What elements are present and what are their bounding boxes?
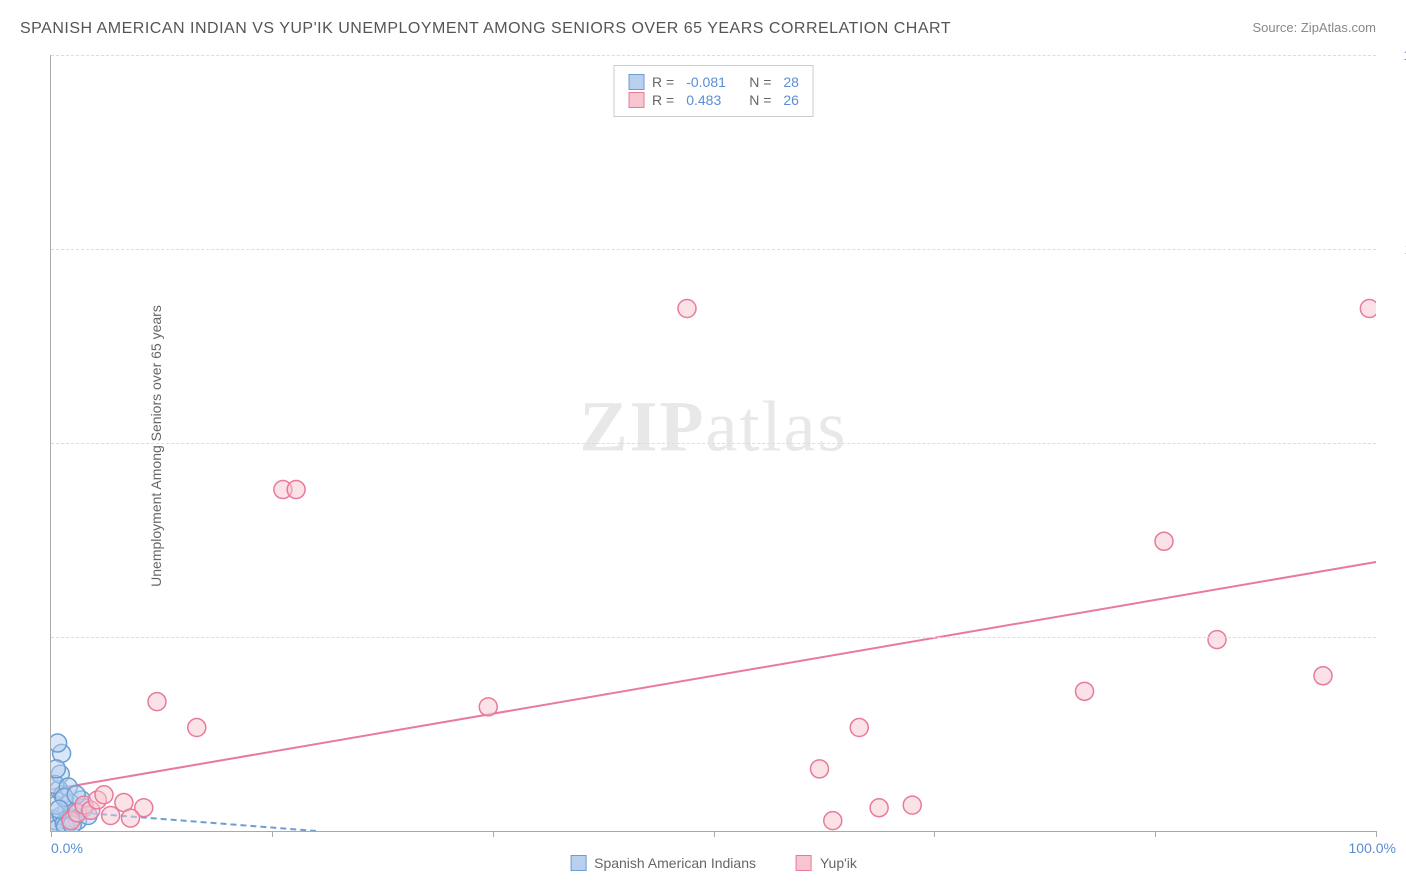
legend-swatch-blue <box>570 855 586 871</box>
x-tick-mark <box>714 831 715 837</box>
scatter-point <box>51 775 64 793</box>
scatter-point <box>1076 682 1094 700</box>
x-tick-mark <box>1155 831 1156 837</box>
chart-title: SPANISH AMERICAN INDIAN VS YUP'IK UNEMPL… <box>20 20 951 38</box>
scatter-point <box>63 816 81 831</box>
stats-box: R = -0.081 N = 28 R = 0.483 N = 26 <box>613 65 814 117</box>
stats-swatch-pink <box>628 92 644 108</box>
scatter-point <box>1314 667 1332 685</box>
x-tick-mark <box>493 831 494 837</box>
scatter-point <box>1360 299 1376 317</box>
legend-swatch-pink <box>796 855 812 871</box>
scatter-point <box>870 799 888 817</box>
scatter-point <box>67 786 85 804</box>
scatter-point <box>61 794 79 812</box>
r-value-1: -0.081 <box>686 74 741 90</box>
grid-line <box>51 55 1376 56</box>
scatter-point <box>57 818 75 831</box>
legend-label-1: Spanish American Indians <box>594 855 756 871</box>
scatter-point <box>51 817 63 831</box>
scatter-point <box>479 698 497 716</box>
scatter-point <box>678 299 696 317</box>
scatter-point <box>811 760 829 778</box>
scatter-point <box>55 788 73 806</box>
scatter-point <box>115 794 133 812</box>
scatter-point <box>287 481 305 499</box>
n-value-1: 28 <box>783 74 799 90</box>
legend-item-series1: Spanish American Indians <box>570 855 756 871</box>
scatter-point <box>51 812 64 830</box>
stats-row-series2: R = 0.483 N = 26 <box>628 92 799 108</box>
scatter-point <box>72 791 90 809</box>
plot-area: ZIPatlas R = -0.081 N = 28 R = 0.483 N =… <box>50 55 1376 832</box>
r-label-2: R = <box>652 92 674 108</box>
legend-label-2: Yup'ik <box>820 855 857 871</box>
chart-container: SPANISH AMERICAN INDIAN VS YUP'IK UNEMPL… <box>0 0 1406 892</box>
x-tick-mark <box>51 831 52 837</box>
scatter-point <box>66 804 84 822</box>
scatter-point <box>903 796 921 814</box>
scatter-point <box>69 812 87 830</box>
scatter-point <box>1208 631 1226 649</box>
scatter-point <box>82 801 100 819</box>
trend-line <box>51 810 316 831</box>
scatter-point <box>53 806 71 824</box>
x-tick-mark <box>272 831 273 837</box>
scatter-point <box>148 693 166 711</box>
source-attribution: Source: ZipAtlas.com <box>1252 20 1376 35</box>
scatter-point <box>188 719 206 737</box>
scatter-point <box>824 812 842 830</box>
stats-row-series1: R = -0.081 N = 28 <box>628 74 799 90</box>
n-label-2: N = <box>749 92 771 108</box>
scatter-point <box>69 804 87 822</box>
scatter-point <box>54 786 72 804</box>
legend-item-series2: Yup'ik <box>796 855 857 871</box>
scatter-point <box>62 812 80 830</box>
scatter-point <box>51 796 65 814</box>
scatter-point <box>51 819 67 831</box>
r-label-1: R = <box>652 74 674 90</box>
scatter-point <box>51 800 68 818</box>
watermark: ZIPatlas <box>580 386 848 469</box>
x-min-label: 0.0% <box>51 840 83 856</box>
scatter-point <box>75 796 93 814</box>
scatter-point <box>95 786 113 804</box>
scatter-point <box>75 799 93 817</box>
scatter-point <box>51 734 67 752</box>
scatter-point <box>274 481 292 499</box>
scatter-point <box>850 719 868 737</box>
scatter-point <box>135 799 153 817</box>
n-label-1: N = <box>749 74 771 90</box>
scatter-point <box>122 809 140 827</box>
r-value-2: 0.483 <box>686 92 741 108</box>
trend-line <box>51 562 1376 790</box>
scatter-point <box>59 778 77 796</box>
scatter-point <box>55 814 73 831</box>
scatter-point <box>102 806 120 824</box>
legend: Spanish American Indians Yup'ik <box>570 855 857 871</box>
scatter-point <box>79 806 97 824</box>
scatter-point <box>51 760 65 778</box>
grid-line <box>51 249 1376 250</box>
scatter-point <box>51 765 69 783</box>
scatter-point <box>53 744 71 762</box>
scatter-point <box>58 801 76 819</box>
x-max-label: 100.0% <box>1349 840 1396 856</box>
scatter-point <box>1155 532 1173 550</box>
scatter-point <box>62 809 80 827</box>
x-tick-mark <box>934 831 935 837</box>
stats-swatch-blue <box>628 74 644 90</box>
scatter-point <box>51 781 68 799</box>
grid-line <box>51 637 1376 638</box>
grid-line <box>51 443 1376 444</box>
x-tick-mark <box>1376 831 1377 837</box>
n-value-2: 26 <box>783 92 799 108</box>
scatter-point <box>88 791 106 809</box>
